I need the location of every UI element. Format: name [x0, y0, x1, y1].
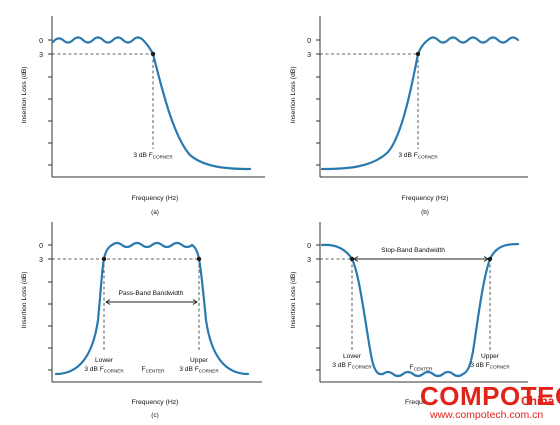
panel-a-y-ticks [48, 39, 52, 166]
panel-c-center-label: FCENTER [142, 366, 166, 374]
panel-a: 0 3 Insertion Loss (dB) Frequency (Hz) (… [21, 16, 265, 216]
panel-c-caption: (c) [151, 412, 158, 419]
panel-d-lower-label-line1: Lower [343, 353, 362, 360]
panel-b-corner-marker [415, 51, 421, 57]
panel-d-upper-label-line2: 3 dB FCORNER [470, 362, 510, 370]
panel-d-bandwidth-label: Stop-Band Bandwidth [381, 247, 445, 254]
panel-c-response-curve [54, 241, 250, 376]
panel-c-y-axis-label: Insertion Loss (dB) [21, 271, 28, 328]
panel-c-lower-label-line1: Lower [95, 357, 114, 364]
panel-b-tick-0: 0 [307, 38, 311, 45]
panel-c-tick-0: 0 [39, 243, 43, 250]
panel-d-tick-0: 0 [307, 243, 311, 250]
compotech-watermark: COMPOTECH China www.compotech.com.cn [420, 381, 560, 421]
panel-a-caption: (a) [151, 209, 159, 216]
panel-d-center-label: FCENTER [410, 364, 434, 372]
panel-b-caption: (b) [421, 209, 429, 216]
panel-d-lower-corner-marker [349, 256, 355, 262]
panel-a-x-axis-label: Frequency (Hz) [132, 195, 179, 202]
panel-c-tick-3: 3 [39, 257, 43, 264]
panel-b-x-axis-label: Frequency (Hz) [402, 195, 449, 202]
panel-a-corner-label: 3 dB FCORNER [133, 152, 173, 160]
panel-b: 0 3 Insertion Loss (dB) Frequency (Hz) (… [290, 16, 528, 216]
panel-d: 0 3 Insertion Loss (dB) Freque Stop-Band… [290, 222, 528, 406]
panel-c-x-axis-label: Frequency (Hz) [132, 399, 179, 406]
panel-d-upper-label-line1: Upper [481, 353, 500, 360]
watermark-region: China [521, 394, 555, 408]
panel-c-bandwidth-label: Pass-Band Bandwidth [119, 290, 184, 297]
panel-b-y-axis-label: Insertion Loss (dB) [290, 66, 297, 123]
panel-d-lower-label-line2: 3 dB FCORNER [332, 362, 372, 370]
panel-a-tick-3: 3 [39, 52, 43, 59]
panel-c-upper-corner-marker [196, 256, 202, 262]
panel-d-y-axis-label: Insertion Loss (dB) [290, 271, 297, 328]
panel-d-y-ticks [316, 244, 320, 371]
panel-a-response-curve [51, 36, 252, 171]
panel-a-y-axis-label: Insertion Loss (dB) [21, 66, 28, 123]
watermark-brand: COMPOTECH [420, 381, 560, 411]
panel-c-bandwidth-arrow [105, 299, 198, 305]
panel-b-tick-3: 3 [307, 52, 311, 59]
panel-c-y-ticks [48, 244, 52, 371]
panel-b-y-ticks [316, 39, 320, 166]
panel-a-corner-marker [150, 51, 156, 57]
panel-b-corner-label: 3 dB FCORNER [398, 152, 438, 160]
panel-d-x-axis-label: Freque [405, 399, 427, 406]
watermark-url: www.compotech.com.cn [429, 409, 543, 421]
panel-c: 0 3 Insertion Loss (dB) Frequency (Hz) (… [21, 222, 262, 419]
panel-d-upper-corner-marker [487, 256, 493, 262]
panel-d-bandwidth-arrow [353, 256, 489, 262]
panel-d-tick-3: 3 [307, 257, 311, 264]
panel-c-upper-label-line2: 3 dB FCORNER [179, 366, 219, 374]
panel-c-lower-label-line2: 3 dB FCORNER [84, 366, 124, 374]
panel-b-response-curve [320, 36, 520, 171]
panel-c-lower-corner-marker [101, 256, 107, 262]
panel-a-tick-0: 0 [39, 38, 43, 45]
panel-d-response-curve [320, 242, 520, 378]
panel-c-upper-label-line1: Upper [190, 357, 209, 364]
